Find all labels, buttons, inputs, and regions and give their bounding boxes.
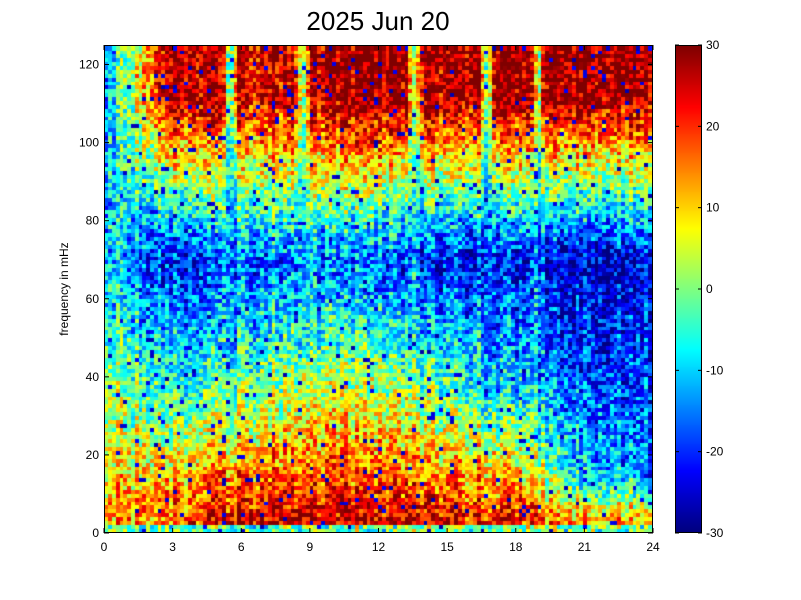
colorbar-tick-label: 10 xyxy=(706,201,720,215)
colorbar-gradient xyxy=(676,46,701,532)
y-tick-label: 40 xyxy=(86,370,100,384)
colorbar-tick-label: 0 xyxy=(706,282,713,296)
x-tick-label: 12 xyxy=(372,540,386,554)
chart-title: 2025 Jun 20 xyxy=(306,6,450,36)
x-tick-label: 15 xyxy=(440,540,454,554)
y-tick-label: 120 xyxy=(79,58,99,72)
colorbar-tick-label: -30 xyxy=(706,526,724,540)
colorbar-tick-label: 30 xyxy=(706,38,720,52)
colorbar-tick-label: 20 xyxy=(706,119,720,133)
colorbar-tick-label: -10 xyxy=(706,363,724,377)
spectrogram-heatmap xyxy=(105,46,652,532)
x-tick-label: 6 xyxy=(238,540,245,554)
y-tick-label: 100 xyxy=(79,136,99,150)
x-tick-label: 9 xyxy=(307,540,314,554)
y-tick-label: 20 xyxy=(86,448,100,462)
x-tick-label: 18 xyxy=(509,540,523,554)
y-axis-label: frequency in mHz xyxy=(57,242,71,335)
x-tick-label: 24 xyxy=(646,540,660,554)
colorbar xyxy=(675,45,702,533)
y-tick-label: 80 xyxy=(86,214,100,228)
x-tick-label: 0 xyxy=(101,540,108,554)
y-tick-label: 0 xyxy=(92,526,99,540)
colorbar-tick-label: -20 xyxy=(706,445,724,459)
x-tick-label: 21 xyxy=(578,540,592,554)
x-tick-label: 3 xyxy=(169,540,176,554)
plot-area xyxy=(104,45,653,533)
y-tick-label: 60 xyxy=(86,292,100,306)
